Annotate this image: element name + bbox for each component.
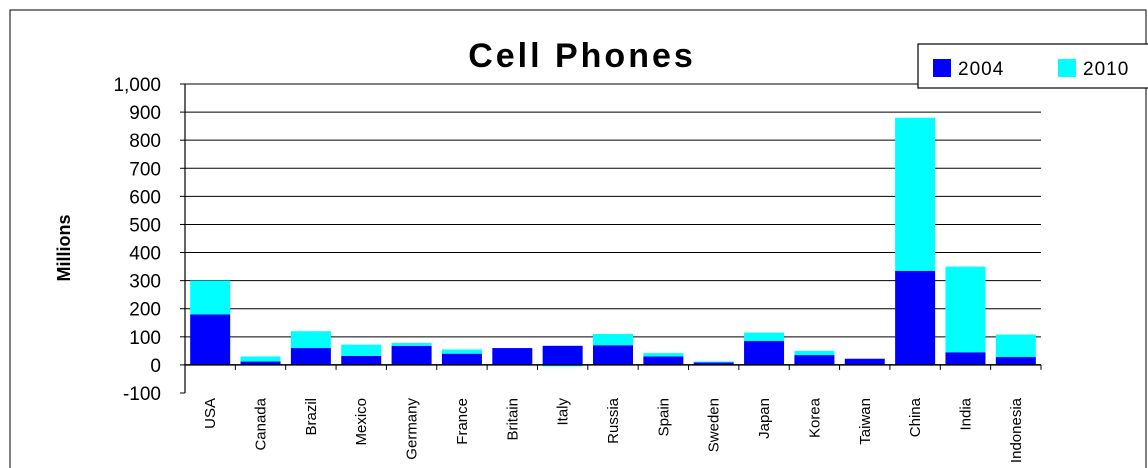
bar-germany-2010 (391, 342, 432, 346)
x-tick-labels: USA Canada Brazil Mexico Germany France Britai… (202, 397, 1025, 463)
bar-taiwan-2004 (844, 358, 885, 365)
x-tick-label-spain: Spain (655, 398, 672, 436)
x-tick-label-mexico: Mexico (353, 398, 370, 446)
x-tick-label-russia: Russia (605, 397, 622, 444)
bar-indonesia-2010 (995, 334, 1036, 358)
x-tick-label-indonesia: Indonesia (1008, 397, 1025, 463)
x-tick-label-italy: Italy (555, 398, 572, 426)
y-tick-label-8: 700 (129, 159, 161, 180)
bars (190, 117, 1036, 367)
x-tick-label-sweden: Sweden (706, 398, 723, 452)
bar-korea-2010 (794, 350, 835, 356)
bar-canada-2004 (240, 361, 281, 365)
y-tick-labels: -100 0 100 200 300 400 500 600 700 800 900 1,000 (113, 75, 161, 405)
bar-mexico-2010 (341, 344, 382, 356)
chart-title: Cell Phones (468, 37, 696, 75)
y-tick-label-11: 1,000 (113, 75, 161, 96)
legend-swatch-2010 (1058, 59, 1076, 77)
y-axis-label: Millions (54, 215, 74, 282)
bar-sweden-2010 (693, 361, 734, 363)
y-tick-label-4: 300 (129, 272, 161, 293)
bar-japan-2004 (744, 341, 785, 365)
bar-brazil-2010 (290, 331, 331, 349)
legend: 2004 2010 (917, 43, 1148, 89)
y-tick-label-0: -100 (123, 384, 161, 405)
bar-france-2004 (441, 353, 482, 365)
legend-swatch-2004 (933, 59, 951, 77)
bar-italy-2004 (542, 345, 583, 365)
x-tick-label-taiwan: Taiwan (857, 398, 874, 445)
x-tick-label-britain: Britain (504, 398, 521, 441)
legend-label-2010: 2010 (1083, 59, 1129, 80)
y-tick-label-5: 400 (129, 244, 161, 265)
y-tick-label-6: 500 (129, 215, 161, 236)
y-tick-label-1: 0 (150, 356, 161, 377)
bar-russia-2004 (593, 345, 633, 365)
bar-spain-2010 (643, 353, 684, 357)
x-tick-label-canada: Canada (253, 397, 270, 450)
legend-label-2004: 2004 (958, 59, 1004, 80)
bar-korea-2004 (794, 355, 835, 365)
bar-usa-2010 (190, 280, 231, 315)
bar-india-2010 (945, 266, 986, 353)
bar-china-2004 (895, 270, 936, 365)
bar-russia-2010 (593, 334, 633, 346)
y-tick-label-7: 600 (129, 187, 161, 208)
bar-india-2004 (945, 352, 986, 365)
bar-sweden-2004 (693, 362, 734, 365)
y-tick-label-10: 900 (129, 103, 161, 124)
x-tick-label-brazil: Brazil (303, 398, 320, 436)
x-tick-label-germany: Germany (404, 398, 421, 460)
bar-indonesia-2004 (995, 357, 1036, 365)
axes (180, 83, 1042, 394)
bar-spain-2004 (643, 356, 684, 365)
bar-germany-2004 (391, 345, 432, 365)
bar-usa-2004 (190, 314, 231, 365)
bar-japan-2010 (744, 332, 785, 342)
x-tick-label-japan: Japan (756, 398, 773, 439)
y-tick-label-2: 100 (129, 328, 161, 349)
y-tick-label-3: 200 (129, 300, 161, 321)
bar-canada-2010 (240, 356, 281, 362)
x-tick-label-france: France (454, 398, 471, 445)
bar-brazil-2004 (290, 348, 331, 365)
bar-china-2010 (895, 117, 936, 271)
x-tick-label-usa: USA (202, 398, 219, 429)
bar-britain-2004 (492, 348, 533, 365)
y-tick-label-9: 800 (129, 131, 161, 152)
bar-france-2010 (441, 349, 482, 354)
x-tick-label-korea: Korea (806, 397, 823, 438)
bar-mexico-2004 (341, 355, 382, 365)
x-tick-label-china: China (907, 397, 924, 437)
x-tick-label-india: India (957, 397, 974, 430)
legend-box (917, 43, 1148, 89)
